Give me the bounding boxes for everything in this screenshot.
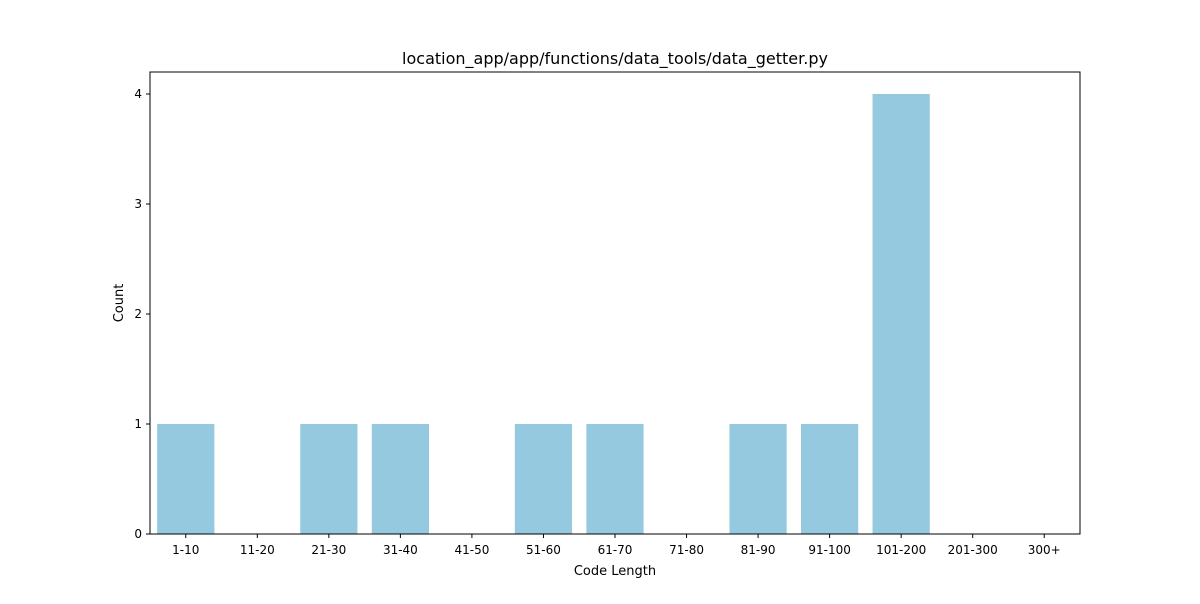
x-tick-label: 51-60: [526, 543, 561, 557]
y-tick-label: 4: [134, 87, 142, 101]
x-tick-label: 71-80: [669, 543, 704, 557]
x-tick-label: 61-70: [598, 543, 633, 557]
bar-51-60: [514, 424, 573, 534]
x-tick-label: 81-90: [741, 543, 776, 557]
bar-61-70: [586, 424, 644, 534]
y-tick-label: 0: [134, 527, 142, 541]
bar-1-10: [157, 424, 215, 534]
y-tick-label: 1: [134, 417, 142, 431]
y-axis: 0 1 2 3 4: [134, 87, 150, 541]
bars-layer: [157, 94, 930, 534]
x-tick-label: 101-200: [876, 543, 926, 557]
x-axis-label: Code Length: [574, 564, 656, 579]
x-tick-label: 11-20: [240, 543, 275, 557]
chart-title: location_app/app/functions/data_tools/da…: [402, 49, 828, 69]
bar-21-30: [300, 424, 358, 534]
bar-91-100: [801, 424, 859, 534]
bar-31-40: [371, 424, 429, 534]
x-tick-label: 91-100: [808, 543, 851, 557]
y-tick-label: 3: [134, 197, 142, 211]
y-tick-label: 2: [134, 307, 142, 321]
plot-frame: [149, 71, 1081, 535]
x-tick-label: 201-300: [948, 543, 998, 557]
x-tick-label: 21-30: [311, 543, 346, 557]
bar-81-90: [729, 424, 787, 534]
x-axis: 1-10 11-20 21-30 31-40 41-50 51-60 61-70 71-80 8…: [172, 534, 1061, 557]
x-tick-label: 41-50: [454, 543, 489, 557]
y-axis-label: Count: [112, 284, 127, 323]
x-tick-label: 300+: [1028, 543, 1061, 557]
x-tick-label: 1-10: [172, 543, 199, 557]
x-tick-label: 31-40: [383, 543, 418, 557]
bar-101-200: [872, 94, 930, 534]
